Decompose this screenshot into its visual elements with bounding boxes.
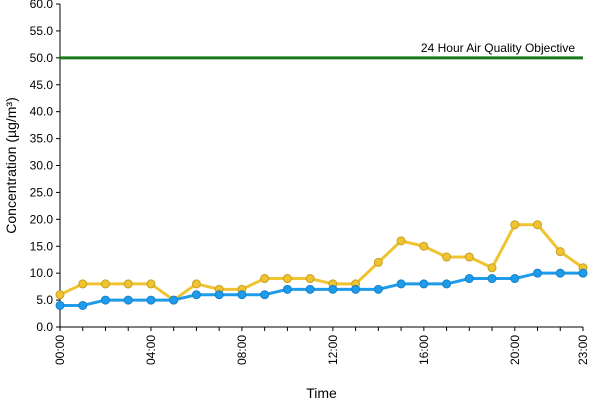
data-point (146, 295, 156, 305)
series-group (55, 220, 588, 310)
data-point (55, 300, 65, 310)
data-point (555, 268, 565, 278)
series-1 (55, 220, 588, 305)
data-point (100, 295, 110, 305)
data-point (396, 279, 406, 289)
data-point (328, 284, 338, 294)
y-tick-label: 0.0 (36, 320, 53, 334)
x-tick-label: 08:00 (235, 335, 249, 365)
data-point (464, 252, 474, 262)
data-point (487, 263, 497, 273)
data-point (419, 279, 429, 289)
series-2 (55, 268, 588, 310)
reference-line-group: 24 Hour Air Quality Objective (60, 41, 583, 60)
x-axis-title: Time (306, 385, 337, 400)
y-tick-label: 60.0 (30, 0, 54, 11)
data-point (510, 274, 520, 284)
data-point (191, 290, 201, 300)
y-axis-title: Concentration (µg/m³) (3, 97, 19, 233)
y-tick-label: 5.0 (36, 293, 53, 307)
reference-line-label: 24 Hour Air Quality Objective (421, 41, 575, 55)
data-point (123, 279, 133, 289)
data-point (78, 300, 88, 310)
data-point (373, 257, 383, 267)
x-tick-label: 12:00 (326, 335, 340, 365)
y-tick-label: 20.0 (30, 212, 54, 226)
data-point (78, 279, 88, 289)
data-point (169, 295, 179, 305)
y-tick-label: 50.0 (30, 51, 54, 65)
data-point (305, 284, 315, 294)
data-point (419, 241, 429, 251)
data-point (123, 295, 133, 305)
x-tick-label: 16:00 (417, 335, 431, 365)
y-tick-label: 35.0 (30, 132, 54, 146)
data-point (442, 279, 452, 289)
data-point (464, 274, 474, 284)
data-point (533, 268, 543, 278)
data-point (237, 290, 247, 300)
data-point (282, 274, 292, 284)
y-tick-label: 30.0 (30, 159, 54, 173)
x-tick-label: 00:00 (53, 335, 67, 365)
data-point (533, 220, 543, 230)
y-tick-label: 15.0 (30, 239, 54, 253)
data-point (260, 290, 270, 300)
data-point (260, 274, 270, 284)
data-point (191, 279, 201, 289)
series-line (60, 271, 583, 307)
data-point (351, 284, 361, 294)
data-point (487, 274, 497, 284)
y-tick-label: 40.0 (30, 105, 54, 119)
y-tick-label: 10.0 (30, 266, 54, 280)
data-point (146, 279, 156, 289)
data-point (578, 268, 588, 278)
x-tick-label: 04:00 (144, 335, 158, 365)
data-point (373, 284, 383, 294)
data-point (305, 274, 315, 284)
x-tick-label: 20:00 (508, 335, 522, 365)
data-point (55, 290, 65, 300)
y-axis: 0.0 5.0 10.0 15.0 20.0 25.0 30.0 35.0 40.0 45.0 50… (30, 0, 61, 334)
data-point (100, 279, 110, 289)
data-point (214, 290, 224, 300)
y-tick-label: 55.0 (30, 24, 54, 38)
x-axis: 00:00 04:00 08:00 12:00 16:00 20:00 23:00 (53, 326, 590, 365)
data-point (442, 252, 452, 262)
y-tick-label: 45.0 (30, 78, 54, 92)
y-tick-label: 25.0 (30, 185, 54, 199)
data-point (555, 247, 565, 257)
data-point (396, 236, 406, 246)
data-point (282, 284, 292, 294)
data-point (510, 220, 520, 230)
x-tick-label: 23:00 (576, 335, 590, 365)
